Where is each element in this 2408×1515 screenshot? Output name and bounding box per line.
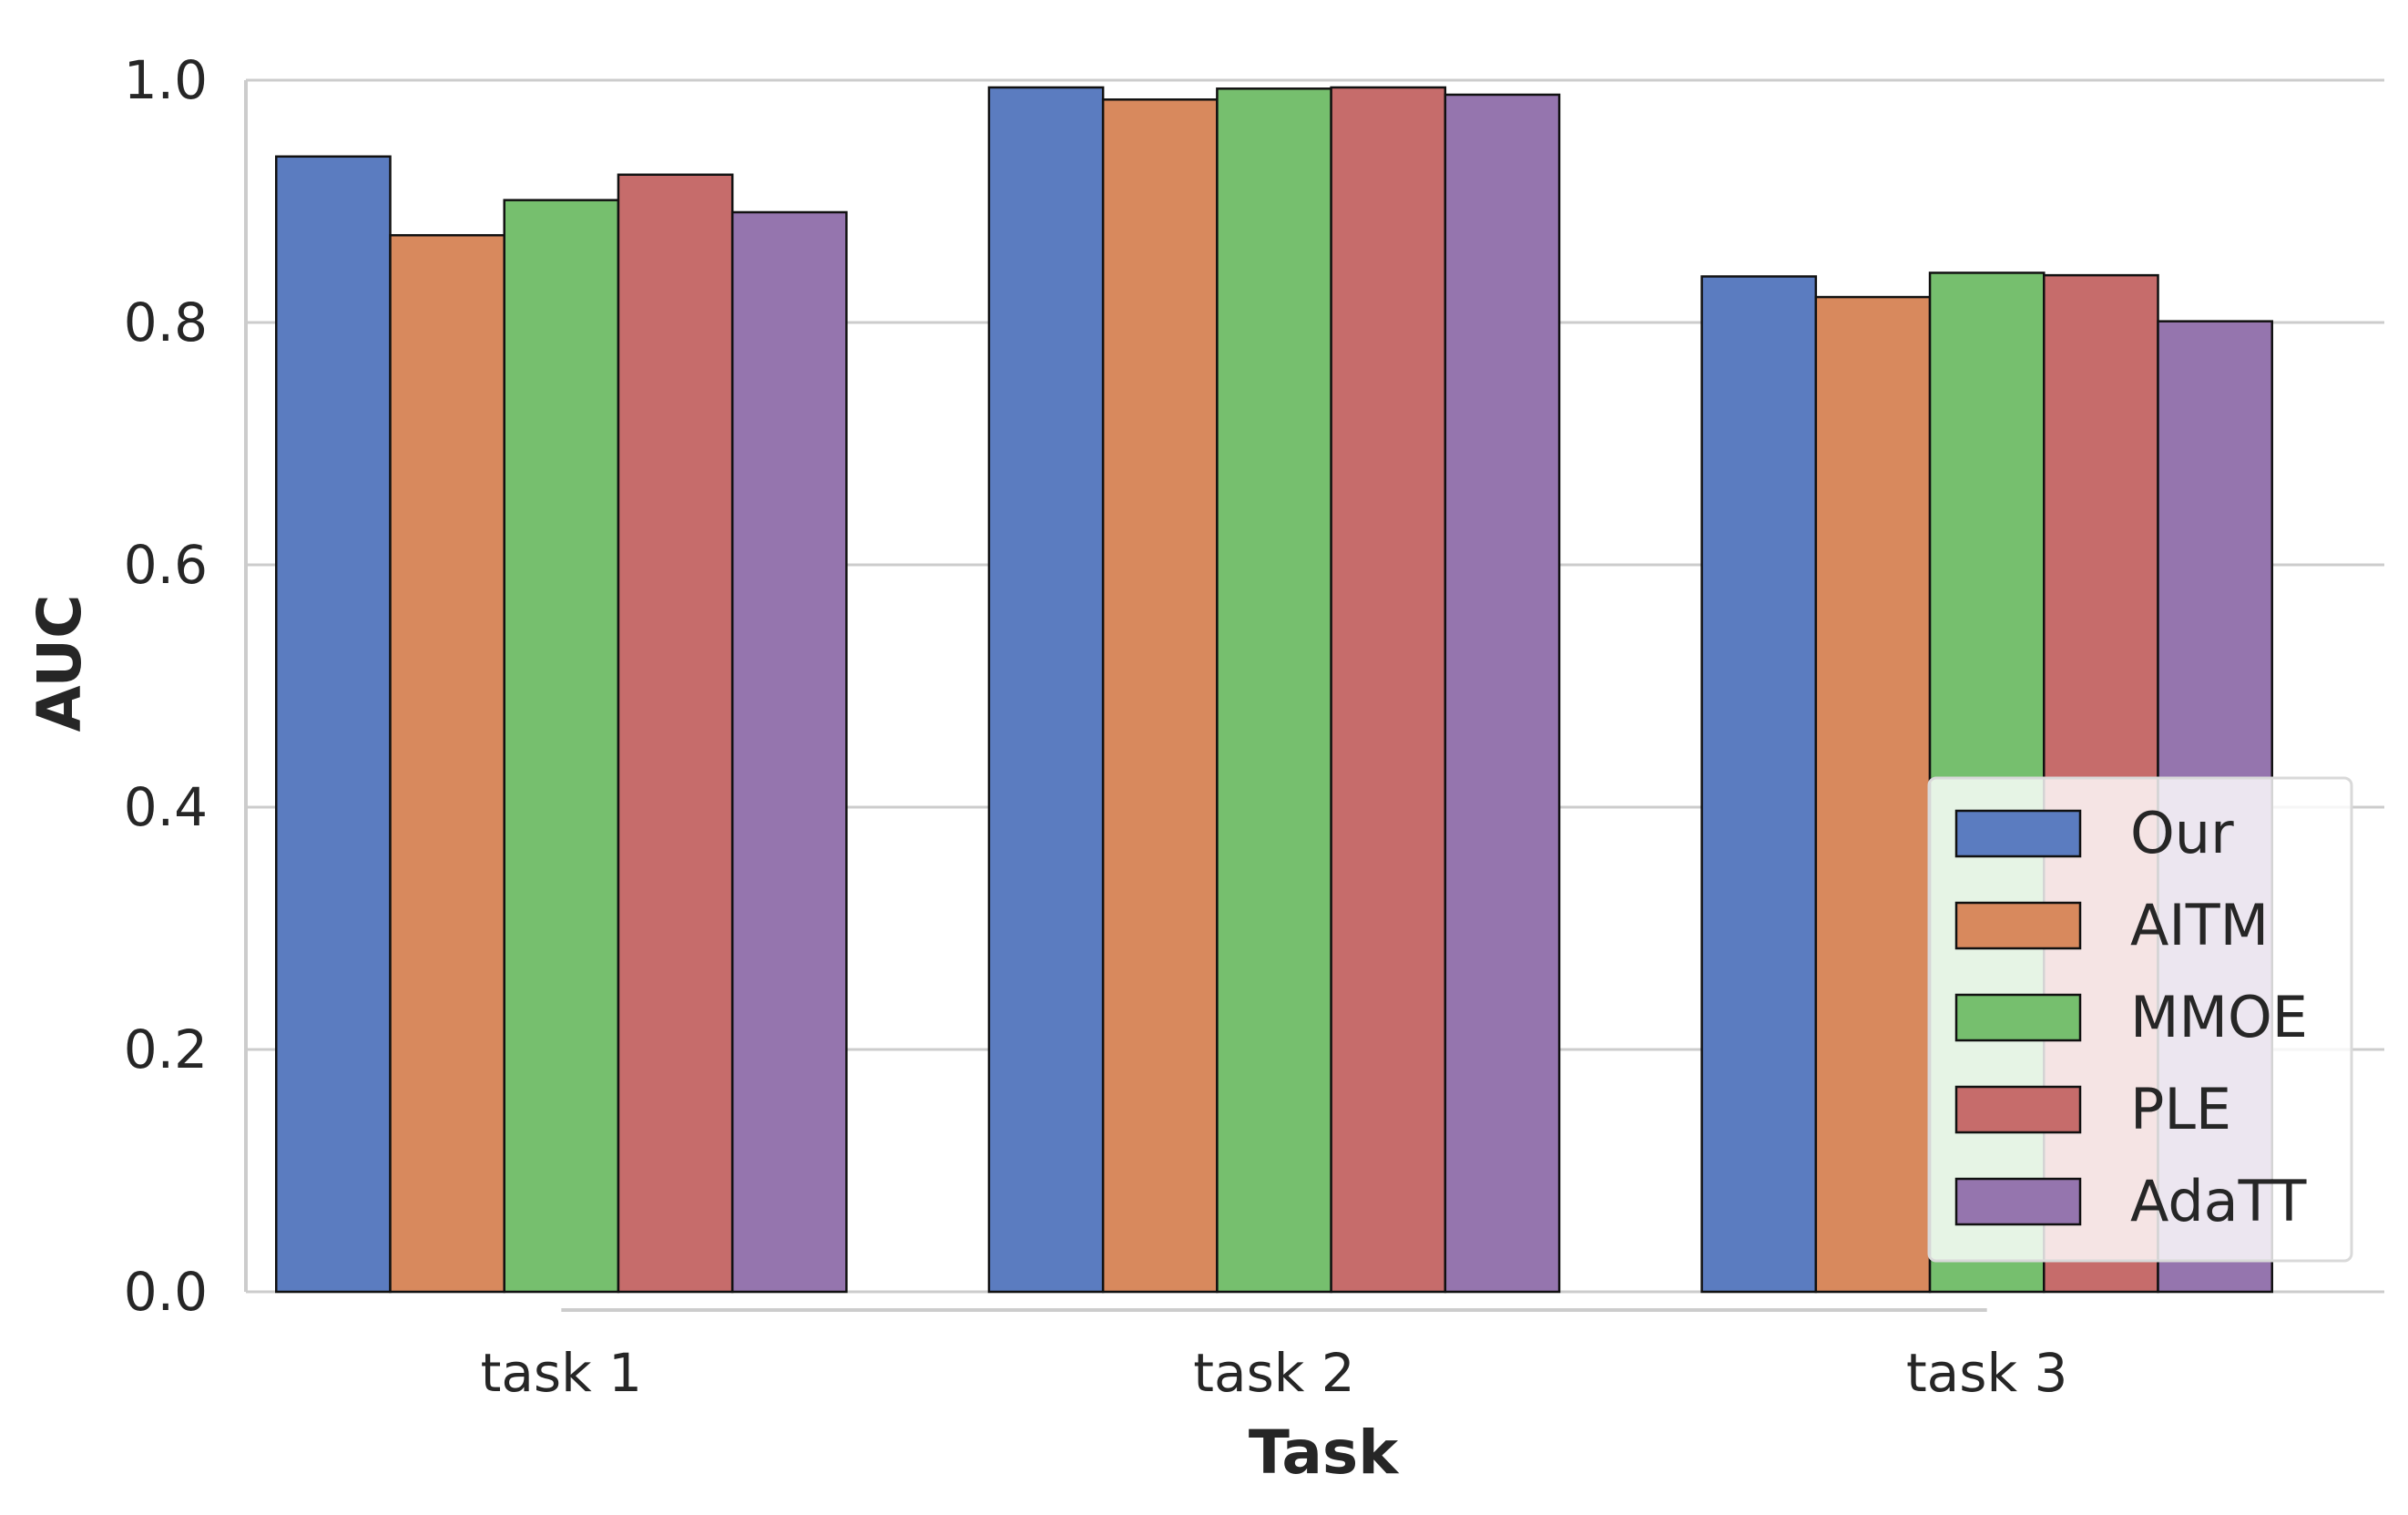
- bar-our-task-1: [275, 155, 392, 1294]
- bar-ple-task-1: [617, 173, 734, 1294]
- legend-box: [1927, 776, 2353, 1263]
- bar-our-task-3: [1700, 275, 1818, 1294]
- legend-label: Our: [2130, 800, 2234, 866]
- x-tick-labels: task 1 task 2 task 3: [481, 1342, 2068, 1404]
- y-tick-label: 0.0: [124, 1261, 208, 1323]
- y-tick-label: 1.0: [124, 49, 208, 111]
- axis-spines: [244, 80, 1987, 1312]
- x-tick-label: task 2: [1193, 1342, 1354, 1404]
- bar-our-task-2: [987, 86, 1105, 1294]
- legend-swatch: [1954, 993, 2082, 1042]
- x-axis-title: Task: [1249, 1418, 1400, 1488]
- bars: [275, 86, 2273, 1294]
- legend-label: AdaTT: [2130, 1168, 2307, 1234]
- y-tick-label: 0.4: [124, 776, 208, 838]
- legend-label: PLE: [2130, 1076, 2231, 1142]
- x-tick-label: task 1: [481, 1342, 642, 1404]
- bar-aitm-task-3: [1814, 295, 1932, 1294]
- legend-swatch: [1954, 809, 2082, 858]
- bar-mmoe-task-2: [1216, 87, 1332, 1294]
- bar-adatt-task-2: [1444, 93, 1561, 1294]
- legend-label: AITM: [2130, 892, 2269, 958]
- legend-label: MMOE: [2130, 984, 2308, 1050]
- bar-mmoe-task-1: [503, 199, 620, 1294]
- y-tick-label: 0.2: [124, 1019, 208, 1080]
- bar-aitm-task-2: [1101, 98, 1219, 1294]
- y-tick-labels: 0.0 0.2 0.4 0.6 0.8 1.0: [124, 49, 208, 1323]
- y-tick-label: 0.6: [124, 534, 208, 596]
- legend-swatch: [1954, 1085, 2082, 1134]
- legend-swatch: [1954, 901, 2082, 950]
- bar-aitm-task-1: [389, 233, 505, 1294]
- legend-swatch: [1954, 1177, 2082, 1226]
- bar-ple-task-2: [1330, 86, 1447, 1294]
- x-tick-label: task 3: [1906, 1342, 2067, 1404]
- y-tick-label: 0.8: [124, 292, 208, 353]
- bar-adatt-task-1: [730, 210, 848, 1294]
- legend: Our AITM MMOE PLE AdaTT: [1927, 776, 2353, 1263]
- y-axis-title: AUC: [25, 594, 95, 732]
